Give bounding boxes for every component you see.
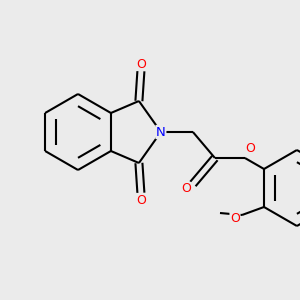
Text: N: N	[156, 125, 166, 139]
Text: O: O	[136, 194, 146, 206]
Text: O: O	[230, 212, 240, 226]
Text: O: O	[245, 142, 255, 154]
Text: O: O	[136, 58, 146, 70]
Text: O: O	[181, 182, 191, 196]
